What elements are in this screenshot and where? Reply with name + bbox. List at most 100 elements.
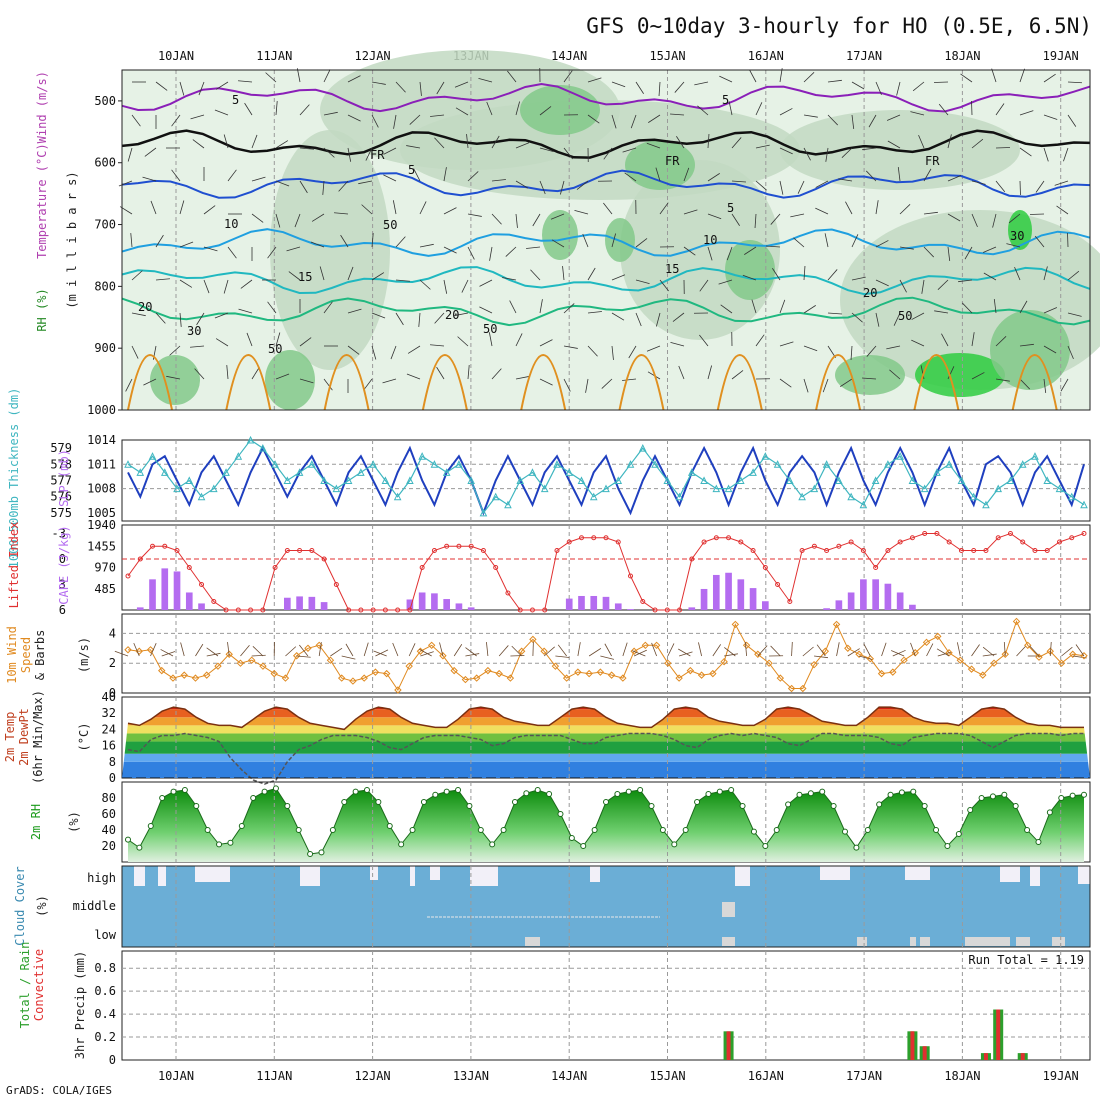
thickness-point	[798, 492, 806, 501]
wind-barb	[206, 647, 219, 657]
rh-shade	[1008, 210, 1032, 250]
cloud-gap-high	[1078, 866, 1090, 884]
wind-barb	[875, 200, 879, 215]
wind-speed-point	[236, 659, 245, 667]
rh-shade	[915, 353, 1005, 397]
wind-barb	[515, 333, 523, 347]
wind-barb	[887, 140, 901, 149]
wind-barb	[1067, 312, 1082, 317]
lifted-index-point	[199, 582, 205, 587]
wind-barb	[489, 246, 493, 261]
thickness-tick: 576	[50, 490, 72, 504]
wind-barb	[434, 137, 445, 149]
wind-barb	[198, 81, 205, 96]
rh2m-point	[1046, 809, 1053, 816]
wind-barb	[646, 142, 661, 149]
rh-shade	[990, 310, 1070, 390]
axis-label: (m i l l i b a r s)	[65, 171, 79, 308]
wind-barb	[937, 651, 952, 657]
rh-shade	[270, 130, 390, 370]
wind-barb	[865, 170, 877, 182]
wind-barb	[1016, 645, 1027, 657]
lifted-index-point	[897, 539, 903, 545]
wind-barb	[1067, 114, 1077, 127]
wind-barb	[875, 279, 889, 287]
wind-barb	[311, 213, 325, 222]
wind-barb	[550, 213, 565, 220]
wind-barb	[539, 378, 553, 386]
contour-label: FR	[665, 154, 680, 168]
wind-barb	[672, 312, 685, 322]
rh2m-point	[477, 827, 484, 833]
pressure-tick: 500	[94, 94, 116, 108]
wind-barb	[1072, 655, 1087, 659]
wind-barb	[718, 279, 733, 285]
wind-barb	[118, 180, 133, 187]
wind-barb	[131, 345, 139, 359]
precip-tick: 0.2	[94, 1030, 116, 1044]
wind-barb	[791, 641, 793, 657]
wind-barb	[601, 378, 613, 389]
wind-barb	[751, 299, 757, 314]
wind-barb	[194, 368, 205, 380]
axis-label: Temperature (°C)Wind (m/s)	[35, 71, 49, 259]
wind-barb	[515, 101, 521, 116]
wind-barb	[478, 77, 493, 83]
wind-tick: 2	[109, 656, 116, 670]
cape-bar	[823, 608, 830, 610]
contour-label: 30	[187, 324, 201, 338]
thickness-point	[528, 468, 537, 476]
wind-barb	[562, 266, 565, 281]
wind-barb	[911, 339, 925, 347]
rh2m-point	[386, 823, 393, 829]
wind-barb	[841, 147, 853, 159]
wind-barb	[587, 114, 600, 124]
thickness-point	[259, 443, 267, 452]
wind-barb	[910, 642, 916, 657]
cloud-gap-low	[857, 937, 867, 946]
lifted-index-point	[922, 531, 928, 536]
thickness-point	[393, 492, 402, 501]
wind-barb	[215, 338, 229, 347]
rh2m-point	[204, 827, 211, 833]
wind-speed-point	[349, 677, 357, 685]
rh2m-point	[125, 836, 131, 843]
wind-speed-point	[169, 674, 177, 682]
isotherm-15	[121, 266, 1091, 296]
rh2m-point	[989, 793, 996, 800]
wind-barb	[515, 180, 529, 189]
wind-barb	[465, 653, 480, 657]
lifted-index-point	[836, 543, 842, 549]
lifted-index-point	[995, 535, 1001, 541]
wind-barb	[479, 306, 493, 314]
rh2m-point	[295, 827, 302, 833]
lifted-index-point	[1044, 548, 1050, 553]
contour-label: 10	[703, 233, 717, 247]
lifted-index-point	[493, 565, 499, 570]
wind-barb	[371, 233, 374, 248]
wind-barb	[678, 651, 693, 657]
rh2m-point	[614, 791, 621, 797]
contour-label: 50	[268, 342, 282, 356]
cloud-gap-high	[470, 866, 498, 886]
cloud-gap-middle	[722, 902, 735, 917]
thickness-point	[418, 452, 426, 460]
thickness-point	[246, 435, 255, 444]
thickness-point	[835, 476, 843, 484]
axis-label: (%)	[35, 895, 49, 917]
rh2m-point	[728, 787, 735, 793]
wind-barb	[1014, 266, 1021, 281]
wind-speed-point	[810, 660, 818, 669]
wind-barb	[203, 246, 218, 252]
thickness-point	[357, 468, 365, 476]
lifted-index-point	[505, 590, 511, 596]
cloud-gap-low	[722, 937, 735, 946]
thickness-tick: 577	[50, 474, 72, 488]
wind-barb	[406, 145, 421, 149]
wind-barb	[296, 655, 311, 658]
axis-label: & Barbs	[33, 630, 47, 681]
cape-bar	[308, 596, 316, 610]
lifted-index-point	[272, 565, 278, 570]
rh2m-point	[819, 788, 826, 795]
lifted-index-point	[909, 535, 915, 541]
